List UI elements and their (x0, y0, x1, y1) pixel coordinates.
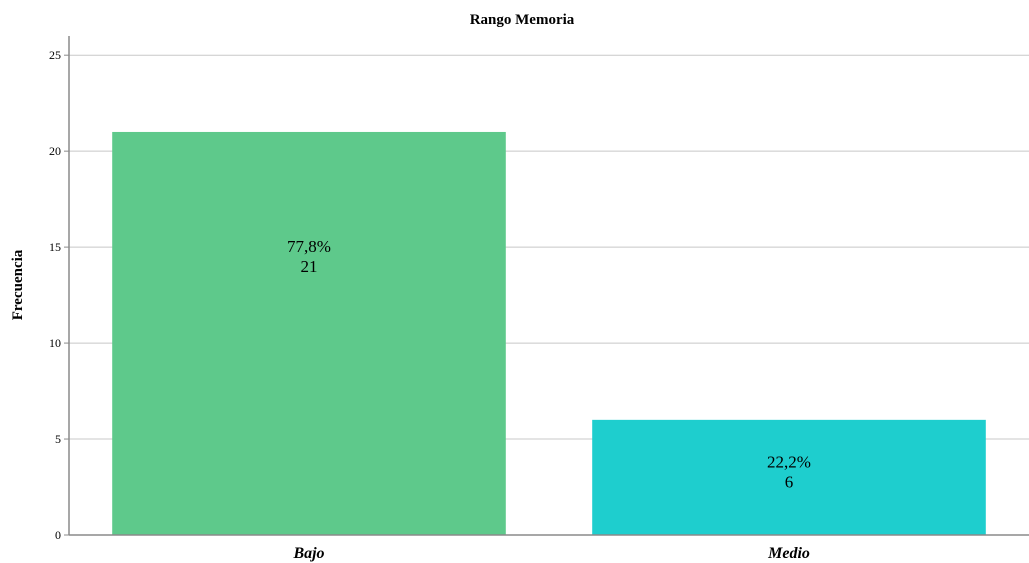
y-axis-ticks: 0 5 10 15 20 25 (49, 48, 69, 542)
count-label: 6 (785, 472, 794, 491)
x-tick-label: Bajo (292, 545, 324, 562)
data-labels: 77,8%21 22,2%6 (287, 237, 811, 491)
y-axis-label: Frecuencia (10, 249, 26, 320)
y-tick-label: 10 (49, 336, 61, 350)
y-tick-label: 5 (55, 432, 61, 446)
x-axis-ticks: Bajo Medio (292, 545, 809, 562)
x-tick-label: Medio (767, 545, 810, 562)
y-tick-label: 0 (55, 528, 61, 542)
chart-title: Rango Memoria (470, 12, 575, 28)
percent-label: 22,2% (767, 452, 811, 471)
bar-medio (592, 419, 986, 535)
bar-bajo (112, 131, 506, 535)
percent-label: 77,8% (287, 237, 331, 256)
y-tick-label: 20 (49, 144, 61, 158)
bars (112, 131, 986, 535)
y-tick-label: 25 (49, 48, 61, 62)
y-tick-label: 15 (49, 240, 61, 254)
count-label: 21 (301, 257, 318, 276)
